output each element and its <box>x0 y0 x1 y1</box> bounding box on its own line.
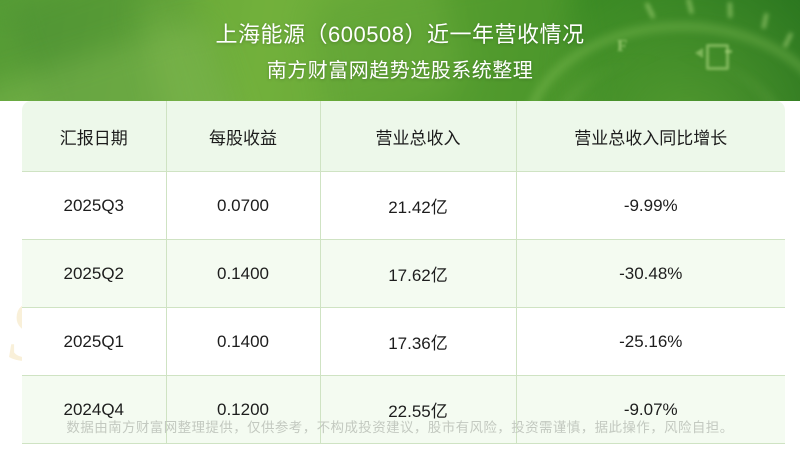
banner-texture-blob <box>132 0 468 101</box>
page-title: 上海能源（600508）近一年营收情况 <box>215 22 585 47</box>
cell-eps: 0.1200 <box>166 375 321 444</box>
cell-revenue-yoy-growth: -9.99% <box>516 171 785 240</box>
column-header-total-revenue: 营业总收入 <box>320 101 517 172</box>
page-subtitle: 南方财富网趋势选股系统整理 <box>266 60 534 82</box>
column-header-report-date: 汇报日期 <box>22 101 167 172</box>
banner-texture-blob <box>0 0 201 101</box>
column-header-eps: 每股收益 <box>166 101 321 172</box>
cell-revenue-yoy-growth: -9.07% <box>516 375 785 444</box>
column-header-revenue-yoy-growth: 营业总收入同比增长 <box>516 101 785 172</box>
financial-table: 汇报日期 每股收益 营业总收入 营业总收入同比增长 2025Q3 0.0700 … <box>22 101 785 444</box>
gauge-tick-icon <box>644 1 656 20</box>
cell-revenue-yoy-growth: -30.48% <box>516 239 785 308</box>
financial-table-container: 汇报日期 每股收益 营业总收入 营业总收入同比增长 2025Q3 0.0700 … <box>22 101 785 444</box>
cell-total-revenue: 17.62亿 <box>320 239 517 308</box>
table-row: 2025Q1 0.1400 17.36亿 -25.16% <box>22 307 785 376</box>
cell-revenue-yoy-growth: -25.16% <box>516 307 785 376</box>
cell-total-revenue: 22.55亿 <box>320 375 517 444</box>
table-row: 2025Q2 0.1400 17.62亿 -30.48% <box>22 239 785 308</box>
banner-texture-blob <box>4 0 256 101</box>
header-banner: F 上海能源（600508）近一年营收情况 南方财富网趋势选股系统整理 <box>0 0 800 101</box>
cell-total-revenue: 17.36亿 <box>320 307 517 376</box>
table-body: 2025Q3 0.0700 21.42亿 -9.99% 2025Q2 0.140… <box>22 171 785 444</box>
disclaimer-text: 数据由南方财富网整理提供，仅供参考，不构成投资建议，股市有风险，投资需谨慎，据此… <box>66 420 734 435</box>
cell-eps: 0.1400 <box>166 239 321 308</box>
cell-report-date: 2025Q2 <box>22 239 167 308</box>
cell-eps: 0.0700 <box>166 171 321 240</box>
table-header-row: 汇报日期 每股收益 营业总收入 营业总收入同比增长 <box>22 101 785 172</box>
gauge-tick-icon <box>686 0 694 15</box>
cell-report-date: 2025Q1 <box>22 307 167 376</box>
table-row: 2025Q3 0.0700 21.42亿 -9.99% <box>22 171 785 240</box>
cell-report-date: 2025Q3 <box>22 171 167 240</box>
cell-total-revenue: 21.42亿 <box>320 171 517 240</box>
gauge-needle-arrow-icon <box>695 48 703 58</box>
cell-report-date: 2024Q4 <box>22 375 167 444</box>
fuel-pump-icon <box>706 44 732 70</box>
table-row: 2024Q4 0.1200 22.55亿 -9.07% <box>22 375 785 444</box>
table-header: 汇报日期 每股收益 营业总收入 营业总收入同比增长 <box>22 101 785 172</box>
cell-eps: 0.1400 <box>166 307 321 376</box>
gauge-full-label: F <box>617 36 628 55</box>
gauge-tick-icon <box>727 1 733 19</box>
